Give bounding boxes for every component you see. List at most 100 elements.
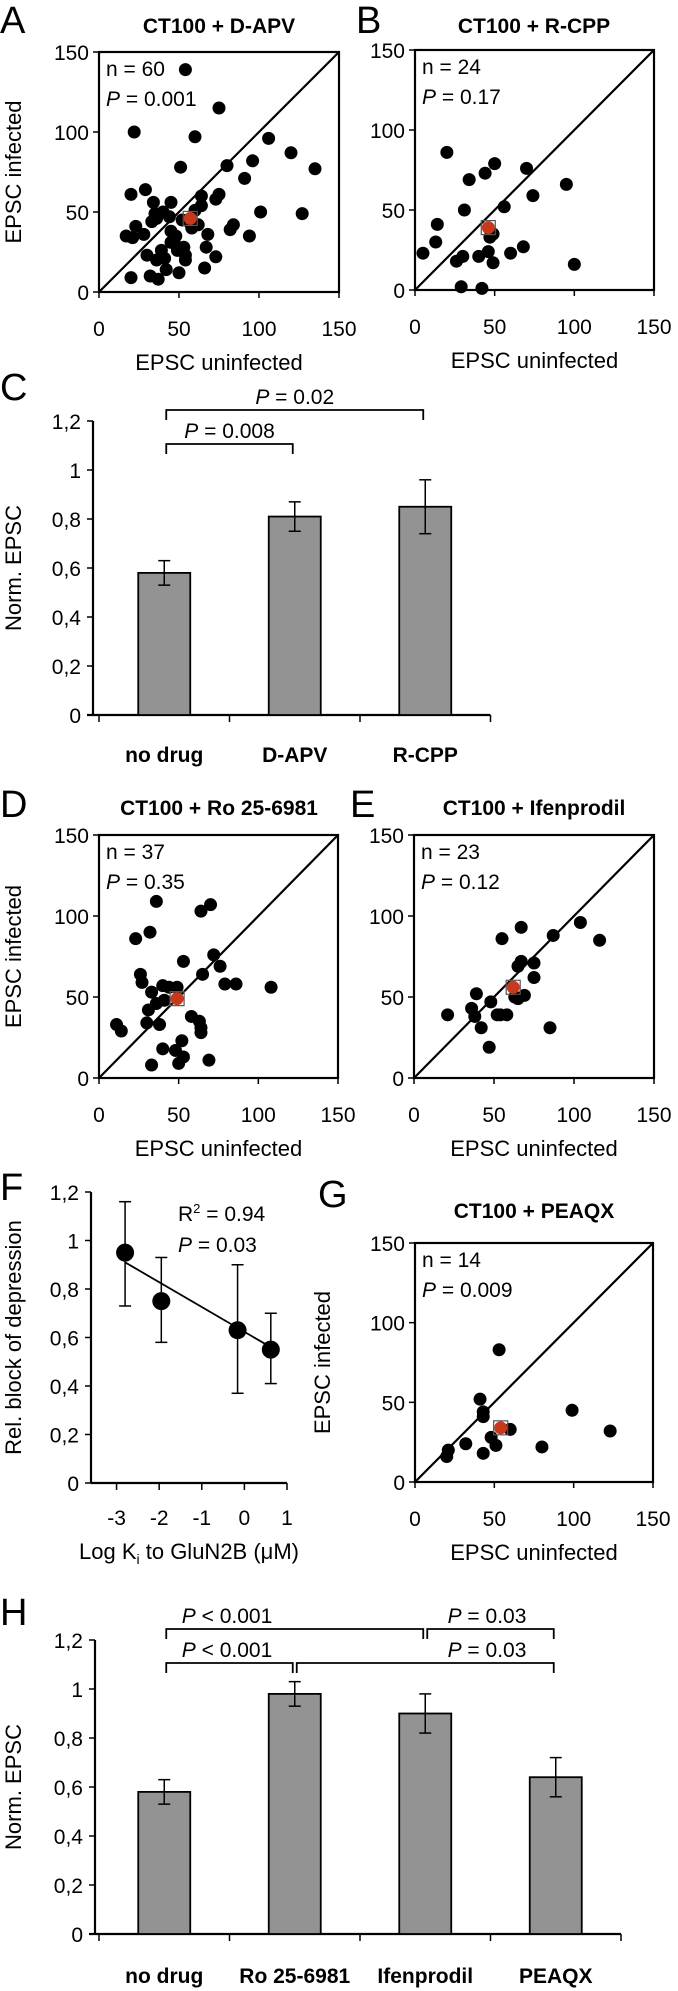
x-label-rest: to GluN2B (μM) <box>140 1539 299 1564</box>
data-point <box>212 101 226 115</box>
x-tick-label: 150 <box>636 1104 671 1127</box>
data-point <box>238 171 252 185</box>
data-point <box>476 1410 490 1424</box>
stat-symbol: P <box>106 88 120 111</box>
y-tick-label: 0,2 <box>50 1425 79 1448</box>
x-tick-label: 150 <box>636 316 671 339</box>
panel-b: B CT100 + R-CPP 0 50 100 150 0 50 100 150 EPSC uni… <box>356 0 672 373</box>
x-tick-label: 0 <box>408 1104 420 1127</box>
panel-h: H 0 0,2 0,4 0,6 0,8 1 1,2 no drug Ro 25-6981 Ifenp… <box>0 1592 622 1988</box>
panel-e: E CT100 + Ifenprodil 0 50 100 150 0 50 100 150 EPS… <box>350 784 672 1161</box>
y-tick-label: 0 <box>393 1472 405 1495</box>
data-point <box>295 207 309 221</box>
panel-d: D CT100 + Ro 25-6981 0 50 100 150 0 50 100 150 EPS… <box>0 784 356 1161</box>
significance-bracket <box>165 409 425 420</box>
n-label: n = 14 <box>422 1249 481 1272</box>
y-tick-label: 1,2 <box>54 1630 83 1653</box>
data-point <box>454 280 468 294</box>
stat-symbol: P <box>448 1639 462 1662</box>
y-tick-label: 100 <box>369 906 404 929</box>
data-point <box>175 1034 189 1048</box>
data-point <box>527 956 541 970</box>
y-tick-label: 150 <box>370 40 405 63</box>
stat-value: = 0.35 <box>120 871 185 894</box>
data-point <box>482 1040 496 1054</box>
data-point <box>137 227 151 241</box>
stat-value: = 0.17 <box>436 86 501 109</box>
data-point <box>114 1024 128 1038</box>
data-point <box>488 157 502 171</box>
identity-line <box>414 49 655 291</box>
y-tick-label: 0 <box>67 1473 79 1496</box>
data-point <box>201 227 215 241</box>
x-axis-label: EPSC uninfected <box>135 350 303 375</box>
x-tick-label: -3 <box>107 1507 126 1530</box>
y-tick-label: 100 <box>54 906 89 929</box>
data-point <box>202 1053 216 1067</box>
x-axis-label: EPSC uninfected <box>450 1136 618 1161</box>
data-point <box>242 229 256 243</box>
bar <box>137 572 192 716</box>
x-tick-label: 100 <box>556 1104 591 1127</box>
y-tick-label: 0,4 <box>52 607 82 630</box>
data-point <box>223 223 237 237</box>
x-axis-label: EPSC uninfected <box>451 348 619 373</box>
y-tick-label: 0 <box>71 1924 83 1947</box>
category-label: no drug <box>125 744 203 767</box>
data-point <box>535 1440 549 1454</box>
data-point <box>178 253 192 267</box>
data-point <box>153 1018 167 1032</box>
y-tick-label: 1 <box>69 460 81 483</box>
x-axis-label: EPSC uninfected <box>450 1540 618 1565</box>
data-point <box>162 210 176 224</box>
panel-a: A CT100 + D-APV 0 50 100 150 0 50 100 150 EPSC uni… <box>0 0 357 375</box>
panel-letter: F <box>0 1167 23 1209</box>
stat-symbol: P <box>422 1279 436 1302</box>
stat-symbol: P <box>178 1234 192 1257</box>
data-point <box>573 915 587 929</box>
data-point <box>565 1403 579 1417</box>
data-point <box>156 1042 170 1056</box>
p-value-label: P = 0.03 <box>178 1234 257 1257</box>
data-point <box>516 240 530 254</box>
stat-symbol: P <box>422 86 436 109</box>
data-point <box>229 977 243 991</box>
data-point <box>489 1438 503 1452</box>
data-point <box>476 1446 490 1460</box>
data-point <box>172 1056 186 1070</box>
data-point <box>440 1450 454 1464</box>
y-tick-label: 0 <box>393 280 405 303</box>
data-point <box>196 967 210 981</box>
plot-frame <box>412 833 656 1080</box>
plot-frame <box>413 1241 655 1484</box>
y-tick-label: 100 <box>370 1313 405 1336</box>
x-tick-label: 100 <box>241 1104 276 1127</box>
stat-value: = 0.03 <box>462 1639 527 1662</box>
data-point <box>546 928 560 942</box>
stat-value: = 0.12 <box>435 871 500 894</box>
y-tick-label: 0 <box>392 1068 404 1091</box>
data-point <box>209 250 223 264</box>
bar <box>267 515 322 716</box>
stat-value: = 0.009 <box>436 1279 512 1302</box>
x-tick-label: 150 <box>321 318 356 341</box>
category-label: D-APV <box>262 744 327 767</box>
x-tick-label: 0 <box>93 1104 105 1127</box>
y-tick-label: 0,8 <box>52 509 81 532</box>
y-tick-label: 50 <box>66 202 89 225</box>
data-point <box>149 894 163 908</box>
mean-sem-box <box>182 210 198 226</box>
data-point <box>497 200 511 214</box>
y-axis-label: Rel. block of depression <box>1 1220 26 1455</box>
stat-value: = 0.03 <box>462 1605 527 1628</box>
significance-label: P < 0.001 <box>182 1605 273 1628</box>
p-value-label: P = 0.12 <box>421 871 500 894</box>
data-point <box>141 1003 155 1017</box>
data-point <box>154 243 168 257</box>
stat-symbol: P <box>182 1639 196 1662</box>
regression-line <box>124 1261 272 1348</box>
data-point <box>198 261 212 275</box>
significance-label: P = 0.03 <box>448 1605 527 1628</box>
significance-bracket <box>295 1662 555 1673</box>
data-point <box>527 971 541 985</box>
